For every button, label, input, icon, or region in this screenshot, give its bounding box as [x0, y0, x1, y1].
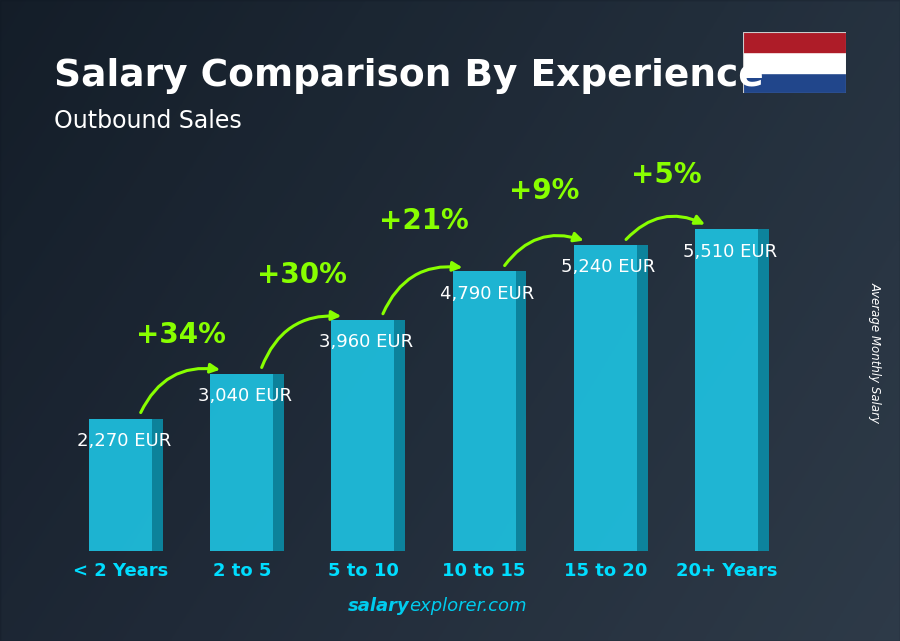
Polygon shape [211, 374, 274, 551]
Polygon shape [636, 245, 648, 551]
Text: salary: salary [347, 597, 410, 615]
Polygon shape [274, 374, 284, 551]
Polygon shape [152, 419, 163, 551]
Polygon shape [516, 271, 526, 551]
Polygon shape [89, 419, 152, 551]
Text: explorer.com: explorer.com [410, 597, 527, 615]
Polygon shape [574, 245, 636, 551]
Polygon shape [331, 320, 394, 551]
Polygon shape [394, 320, 405, 551]
Text: Salary Comparison By Experience: Salary Comparison By Experience [54, 58, 764, 94]
Text: +9%: +9% [509, 178, 580, 205]
Text: 2,270 EUR: 2,270 EUR [76, 432, 171, 450]
Text: 5,510 EUR: 5,510 EUR [682, 243, 777, 261]
Text: +30%: +30% [257, 262, 347, 290]
Polygon shape [695, 229, 758, 551]
Text: +5%: +5% [631, 162, 701, 190]
Polygon shape [453, 271, 516, 551]
Polygon shape [758, 229, 769, 551]
Text: +21%: +21% [379, 207, 468, 235]
Bar [742, 32, 846, 53]
Text: 4,790 EUR: 4,790 EUR [440, 285, 535, 303]
Text: Average Monthly Salary: Average Monthly Salary [868, 282, 881, 423]
Bar [742, 72, 846, 93]
Text: Outbound Sales: Outbound Sales [54, 109, 242, 133]
Text: 5,240 EUR: 5,240 EUR [562, 258, 655, 276]
Text: 3,960 EUR: 3,960 EUR [320, 333, 413, 351]
Bar [742, 53, 846, 72]
Text: +34%: +34% [136, 321, 226, 349]
Text: 3,040 EUR: 3,040 EUR [198, 387, 292, 405]
